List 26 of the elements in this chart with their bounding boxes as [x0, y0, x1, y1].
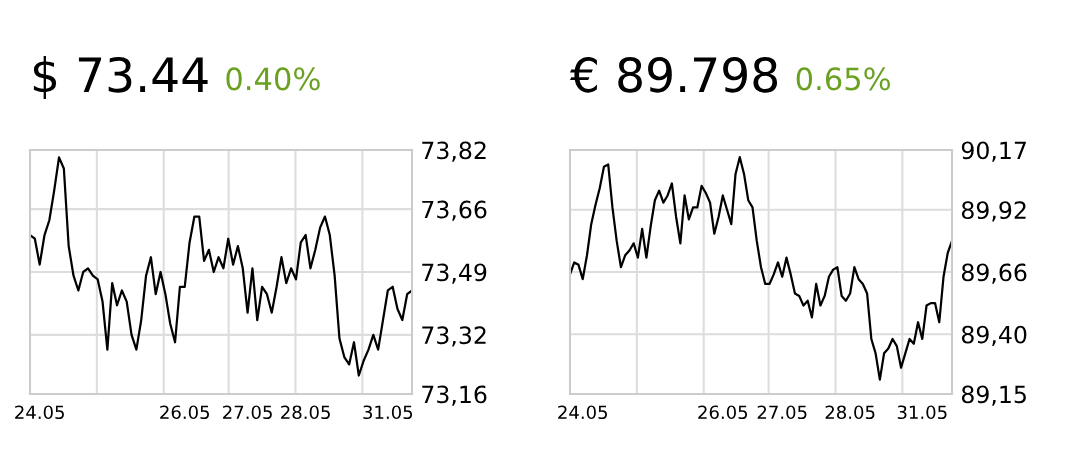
y-tick-label: 89,15 — [961, 385, 1026, 406]
x-tick-label: 31.05 — [363, 405, 413, 420]
x-tick-label: 28.05 — [825, 405, 875, 420]
line-series — [570, 156, 952, 381]
y-tick-label: 73,66 — [422, 200, 487, 221]
x-tick-label: 24.05 — [558, 405, 607, 420]
y-tick-label: 73,82 — [422, 141, 486, 162]
chart-title: € 89.798 — [570, 56, 778, 93]
y-tick-label: 73,49 — [422, 263, 487, 284]
x-tick-label: 24.05 — [15, 405, 64, 420]
chart-subtitle: 0.40% — [226, 67, 320, 91]
y-tick-label: 73,16 — [422, 385, 487, 406]
line-series — [30, 156, 412, 377]
x-tick-label: 26.05 — [160, 405, 209, 420]
x-tick-label: 31.05 — [897, 405, 947, 420]
y-tick-label: 90,17 — [961, 141, 1026, 162]
y-tick-label: 89,66 — [961, 263, 1027, 284]
x-tick-label: 26.05 — [698, 405, 748, 420]
y-tick-label: 89,92 — [961, 201, 1026, 222]
x-tick-label: 27.05 — [757, 405, 807, 420]
x-tick-label: 27.05 — [223, 405, 272, 420]
x-tick-label: 28.05 — [281, 405, 330, 420]
y-tick-label: 73,32 — [422, 326, 486, 347]
chart-title: $ 73.44 — [33, 56, 208, 99]
chart-subtitle: 0.65% — [796, 67, 891, 91]
y-tick-label: 89,40 — [961, 325, 1027, 346]
